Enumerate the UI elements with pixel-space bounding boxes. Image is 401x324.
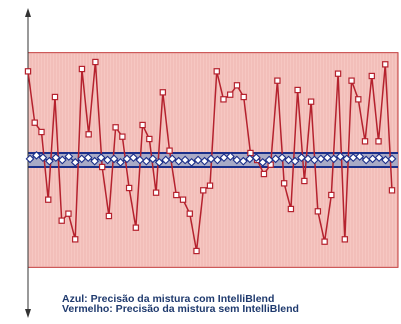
red-data-point: [85, 131, 92, 138]
blue-data-point: [297, 153, 306, 163]
blue-data-point: [154, 157, 164, 167]
red-data-point: [92, 58, 99, 66]
red-data-point: [173, 191, 180, 199]
red-data-point: [368, 72, 375, 80]
blue-data-point: [83, 153, 93, 163]
legend-red: Vermelho: Precisão da mistura sem Intell…: [62, 304, 299, 314]
red-data-point: [334, 70, 342, 77]
red-data-point: [227, 91, 234, 98]
blue-data-point: [51, 153, 61, 163]
blue-data-point: [303, 154, 313, 164]
legend-blue: Azul: Precisão da mistura com IntelliBle…: [62, 294, 275, 304]
red-data-point: [307, 98, 315, 105]
red-data-point: [193, 247, 200, 255]
blue-data-point: [135, 155, 145, 165]
blue-data-point: [45, 156, 54, 166]
red-data-point: [220, 96, 227, 103]
red-data-point: [233, 82, 241, 89]
red-data-point: [314, 208, 322, 215]
red-data-point: [348, 77, 355, 84]
blue-data-point: [116, 157, 125, 167]
blue-data-point: [387, 154, 397, 164]
red-data-point: [146, 135, 153, 143]
red-data-point: [301, 177, 308, 185]
red-data-point: [280, 180, 288, 187]
y-axis-arrow-up: [25, 8, 31, 17]
red-data-point: [119, 133, 126, 140]
red-data-point: [382, 61, 389, 68]
red-data-point: [328, 191, 335, 199]
blue-data-point: [200, 156, 209, 166]
blue-data-point: [238, 156, 248, 166]
blue-data-point: [70, 157, 80, 167]
red-data-point: [139, 121, 146, 129]
blue-data-point: [167, 154, 177, 164]
blue-data-point: [96, 153, 106, 163]
blue-data-point: [355, 152, 365, 161]
red-data-point: [71, 236, 79, 243]
red-data-point: [24, 68, 32, 75]
red-data-point: [51, 93, 59, 101]
red-data-point: [294, 86, 301, 94]
red-data-point: [341, 236, 349, 243]
red-data-point: [287, 205, 295, 213]
red-data-point: [31, 119, 38, 126]
blue-data-point: [329, 154, 339, 164]
blue-data-point: [284, 155, 293, 165]
blue-data-point: [206, 154, 216, 164]
red-data-point: [355, 96, 362, 103]
blue-data-point: [335, 152, 345, 161]
red-data-point: [98, 163, 106, 171]
y-axis-arrow-down: [25, 309, 31, 318]
red-data-point: [388, 187, 396, 194]
red-data-point: [375, 138, 382, 145]
blue-data-point: [32, 150, 41, 160]
blue-data-point: [226, 152, 235, 161]
blue-data-point: [193, 155, 203, 165]
red-data-point: [159, 89, 167, 96]
blue-data-point: [148, 154, 158, 164]
blue-data-point: [322, 153, 332, 163]
red-data-point: [105, 212, 113, 220]
red-data-point: [247, 149, 254, 157]
blue-data-point: [290, 156, 300, 166]
red-data-point: [132, 224, 140, 231]
red-data-point: [179, 196, 187, 203]
red-data-point: [112, 124, 119, 131]
red-data-point: [186, 210, 193, 217]
blue-data-point: [258, 157, 268, 167]
red-data-point: [200, 187, 207, 194]
blue-data-point: [213, 155, 222, 165]
red-data-point: [260, 170, 268, 178]
red-data-point: [78, 65, 86, 73]
red-data-point: [213, 68, 220, 75]
blue-data-point: [129, 153, 138, 163]
red-data-point: [65, 210, 72, 217]
blue-data-point: [109, 154, 119, 164]
red-data-point: [206, 182, 214, 189]
blue-data-point: [141, 156, 151, 166]
blue-data-point: [374, 153, 384, 163]
blue-data-point: [38, 153, 48, 163]
blue-data-point: [180, 155, 190, 165]
blue-data-point: [64, 152, 74, 161]
blue-data-point: [251, 153, 261, 163]
red-data-point: [274, 77, 281, 84]
blue-data-point: [187, 157, 196, 167]
red-data-point: [125, 184, 133, 192]
red-data-point: [240, 93, 247, 101]
red-data-point: [321, 238, 328, 245]
red-data-point: [58, 217, 65, 224]
red-data-point: [361, 138, 369, 145]
red-data-point: [45, 196, 52, 203]
blue-data-point: [277, 153, 287, 163]
red-data-point: [152, 189, 160, 196]
blue-data-point: [57, 155, 67, 165]
blue-data-point: [25, 154, 35, 164]
red-data-point: [38, 128, 45, 136]
blue-data-point: [90, 156, 100, 166]
blue-data-point: [232, 155, 242, 165]
red-data-point: [166, 147, 173, 154]
